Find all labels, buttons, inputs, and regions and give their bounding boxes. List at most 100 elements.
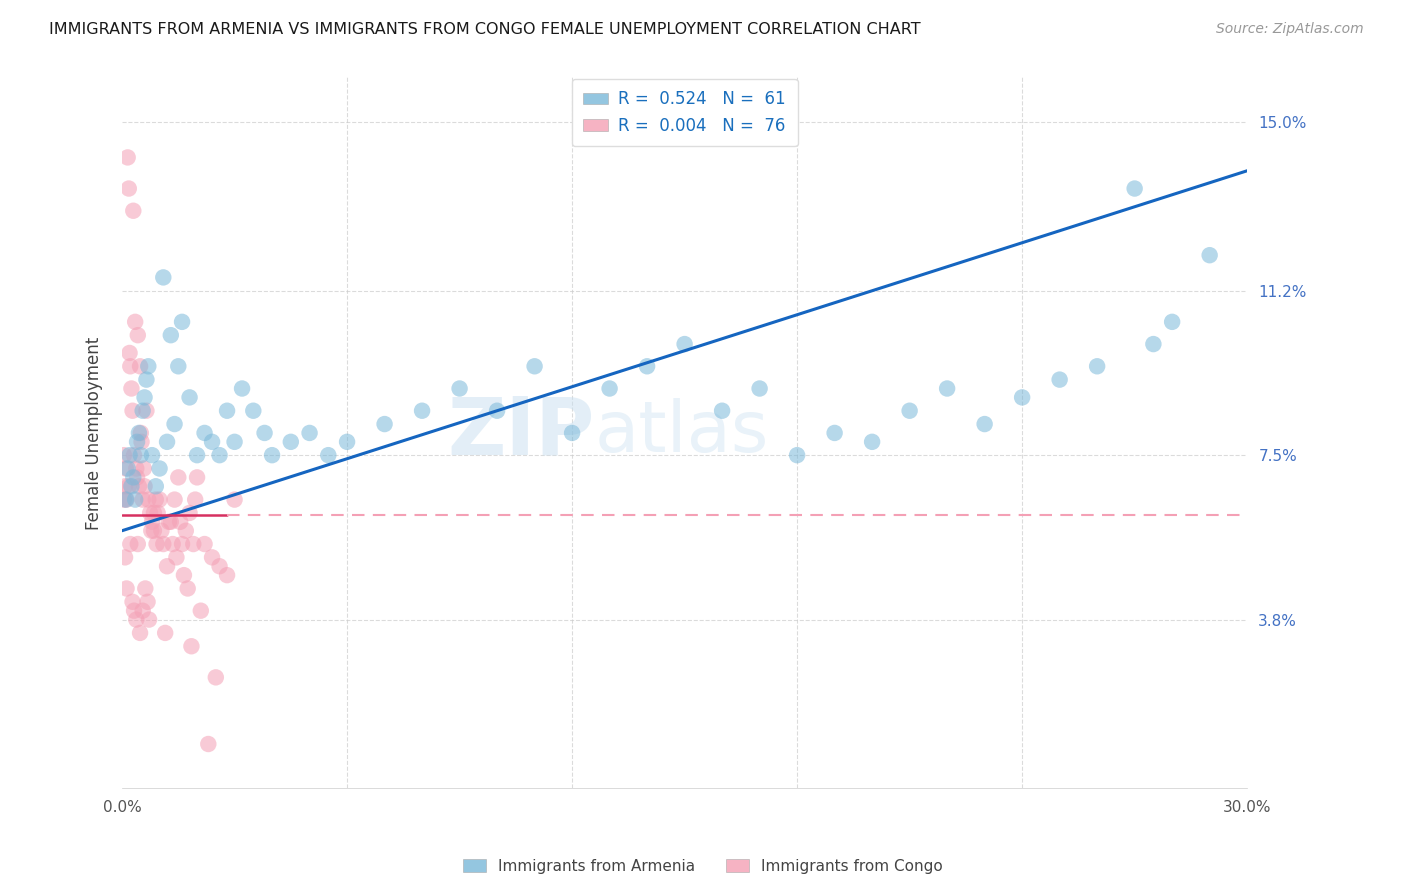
Point <box>125 461 148 475</box>
Point <box>159 515 181 529</box>
Point <box>136 595 159 609</box>
Legend: R =  0.524   N =  61, R =  0.004   N =  76: R = 0.524 N = 61, R = 0.004 N = 76 <box>572 78 797 146</box>
Point <box>114 479 136 493</box>
Point <box>1049 373 1071 387</box>
Point <box>129 359 152 374</box>
Point <box>118 448 141 462</box>
Point <box>180 639 202 653</box>
Point <box>120 537 142 551</box>
Point <box>186 470 208 484</box>
Point <box>170 315 193 329</box>
Point <box>120 359 142 374</box>
Point <box>197 737 219 751</box>
Point <box>120 479 142 493</box>
Point <box>118 181 141 195</box>
Point <box>173 568 195 582</box>
Point <box>132 461 155 475</box>
Point <box>122 203 145 218</box>
Point <box>128 425 150 440</box>
Point <box>224 434 246 449</box>
Point <box>336 434 359 449</box>
Point <box>129 626 152 640</box>
Point <box>142 506 165 520</box>
Point <box>179 506 201 520</box>
Point <box>163 417 186 431</box>
Point <box>523 359 546 374</box>
Point <box>131 403 153 417</box>
Point <box>748 382 770 396</box>
Text: IMMIGRANTS FROM ARMENIA VS IMMIGRANTS FROM CONGO FEMALE UNEMPLOYMENT CORRELATION: IMMIGRANTS FROM ARMENIA VS IMMIGRANTS FR… <box>49 22 921 37</box>
Point <box>118 346 141 360</box>
Point <box>208 559 231 574</box>
Point <box>148 492 170 507</box>
Point <box>124 315 146 329</box>
Text: Source: ZipAtlas.com: Source: ZipAtlas.com <box>1216 22 1364 37</box>
Point <box>411 403 433 417</box>
Point <box>599 382 621 396</box>
Point <box>711 403 734 417</box>
Point <box>134 391 156 405</box>
Point <box>860 434 883 449</box>
Point <box>125 434 148 449</box>
Point <box>181 537 204 551</box>
Point <box>135 403 157 417</box>
Point <box>176 582 198 596</box>
Point <box>139 506 162 520</box>
Point <box>120 382 142 396</box>
Point <box>201 434 224 449</box>
Point <box>1142 337 1164 351</box>
Point <box>193 537 215 551</box>
Point <box>1123 181 1146 195</box>
Point <box>163 492 186 507</box>
Point <box>253 425 276 440</box>
Point <box>298 425 321 440</box>
Point <box>165 550 187 565</box>
Point <box>115 582 138 596</box>
Point <box>449 382 471 396</box>
Point <box>148 461 170 475</box>
Point <box>152 537 174 551</box>
Point <box>1011 391 1033 405</box>
Point <box>174 524 197 538</box>
Point <box>146 506 169 520</box>
Point <box>114 550 136 565</box>
Point <box>128 479 150 493</box>
Point <box>786 448 808 462</box>
Text: atlas: atlas <box>595 399 769 467</box>
Point <box>142 524 165 538</box>
Point <box>184 492 207 507</box>
Point <box>115 492 138 507</box>
Point <box>118 479 141 493</box>
Point <box>201 550 224 565</box>
Point <box>486 403 509 417</box>
Point <box>136 359 159 374</box>
Point <box>112 492 135 507</box>
Point <box>135 373 157 387</box>
Point <box>131 434 153 449</box>
Point <box>122 470 145 484</box>
Point <box>179 391 201 405</box>
Point <box>141 448 163 462</box>
Point <box>242 403 264 417</box>
Point <box>1085 359 1108 374</box>
Point <box>159 328 181 343</box>
Point <box>153 626 176 640</box>
Point <box>215 568 238 582</box>
Point <box>136 492 159 507</box>
Point <box>190 604 212 618</box>
Point <box>124 492 146 507</box>
Point <box>127 537 149 551</box>
Point <box>898 403 921 417</box>
Text: ZIP: ZIP <box>447 394 595 472</box>
Point <box>1198 248 1220 262</box>
Point <box>141 524 163 538</box>
Point <box>145 492 167 507</box>
Point <box>138 613 160 627</box>
Point <box>141 515 163 529</box>
Point <box>204 670 226 684</box>
Legend: Immigrants from Armenia, Immigrants from Congo: Immigrants from Armenia, Immigrants from… <box>457 853 949 880</box>
Point <box>114 492 136 507</box>
Point <box>193 425 215 440</box>
Point <box>162 537 184 551</box>
Point <box>122 604 145 618</box>
